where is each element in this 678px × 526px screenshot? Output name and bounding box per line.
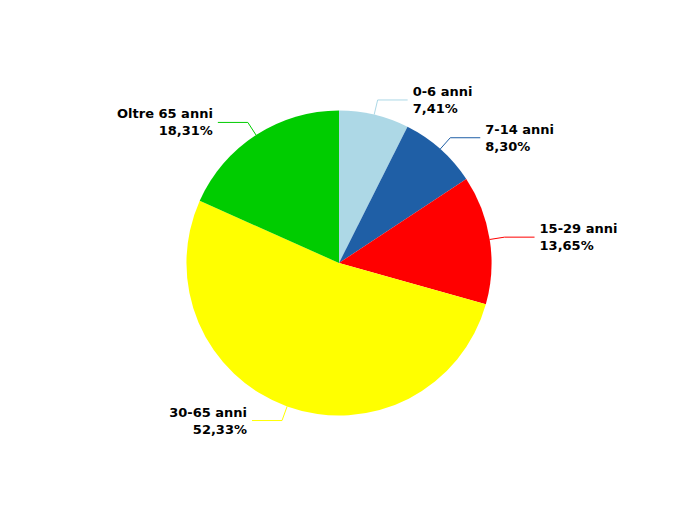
svg-text:8,30%: 8,30% xyxy=(485,139,530,154)
svg-text:13,65%: 13,65% xyxy=(540,238,594,253)
svg-text:Oltre 65 anni: Oltre 65 anni xyxy=(117,106,213,121)
svg-text:30-65 anni: 30-65 anni xyxy=(169,405,247,420)
svg-text:18,31%: 18,31% xyxy=(159,123,213,138)
svg-text:7,41%: 7,41% xyxy=(413,101,458,116)
svg-text:7-14 anni: 7-14 anni xyxy=(485,122,554,137)
svg-text:0-6 anni: 0-6 anni xyxy=(413,84,473,99)
svg-text:52,33%: 52,33% xyxy=(193,422,247,437)
svg-text:15-29 anni: 15-29 anni xyxy=(540,221,618,236)
